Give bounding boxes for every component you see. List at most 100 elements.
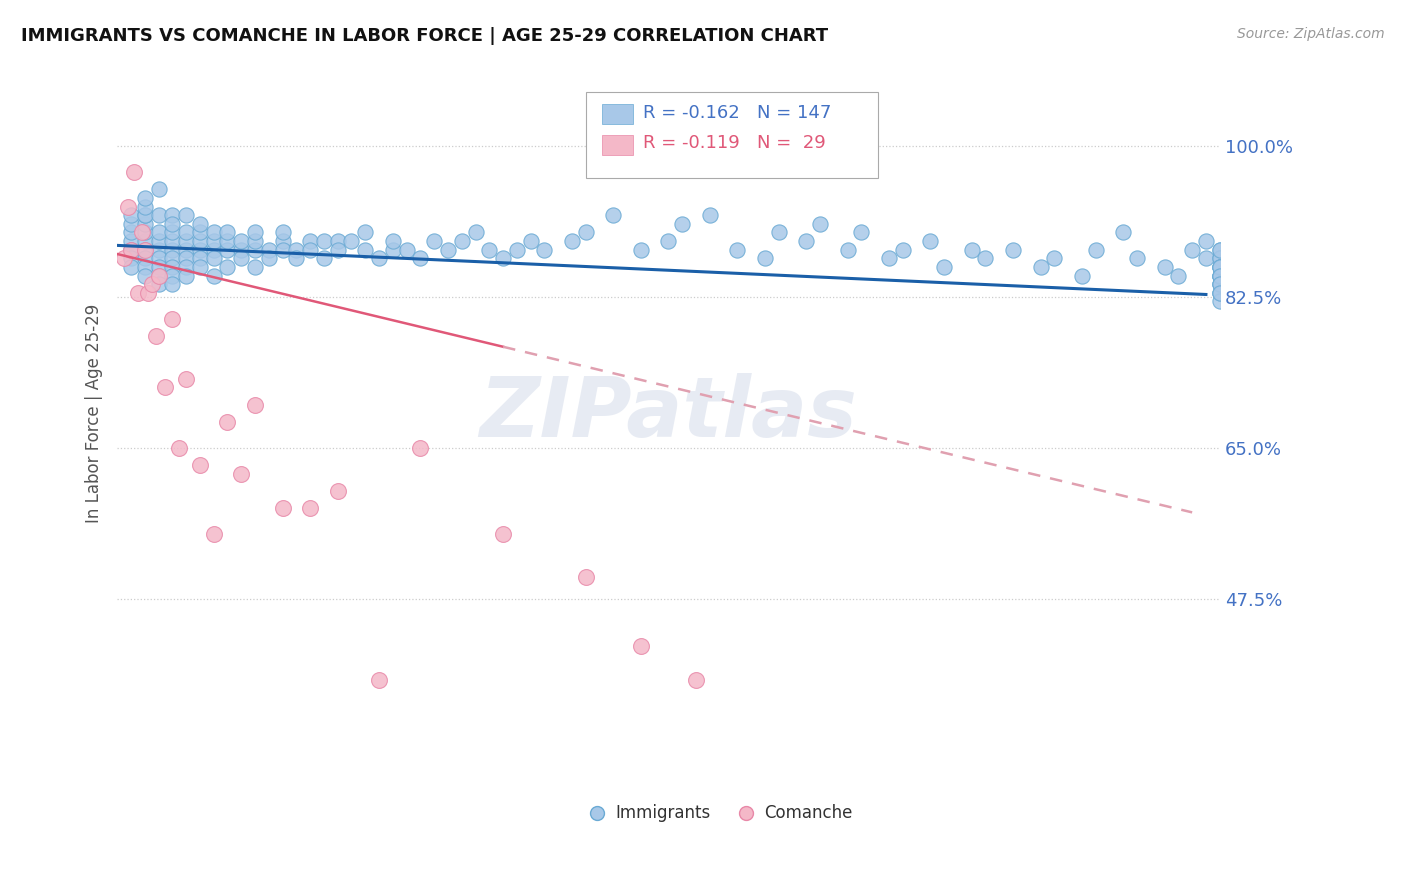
Point — [561, 234, 583, 248]
Point — [1112, 226, 1135, 240]
Point — [1153, 260, 1175, 274]
Point — [217, 226, 239, 240]
Point — [768, 226, 790, 240]
Point — [120, 252, 142, 266]
Point — [243, 234, 266, 248]
Point — [478, 243, 501, 257]
Point — [134, 268, 156, 283]
Point — [148, 268, 170, 283]
Point — [120, 234, 142, 248]
Point — [1070, 268, 1092, 283]
Point — [299, 243, 322, 257]
Point — [299, 501, 322, 516]
Point — [188, 217, 211, 231]
Point — [188, 458, 211, 472]
Point — [127, 285, 149, 300]
Point — [217, 243, 239, 257]
Point — [155, 380, 177, 394]
Point — [960, 243, 983, 257]
Y-axis label: In Labor Force | Age 25-29: In Labor Force | Age 25-29 — [86, 303, 103, 523]
Point — [464, 226, 486, 240]
Point — [326, 483, 349, 498]
Point — [409, 252, 432, 266]
Point — [257, 243, 280, 257]
Point — [202, 226, 225, 240]
Point — [162, 252, 184, 266]
Point — [188, 243, 211, 257]
Text: Immigrants: Immigrants — [616, 804, 711, 822]
Point — [754, 252, 776, 266]
Point — [120, 226, 142, 240]
Point — [492, 527, 515, 541]
Point — [120, 217, 142, 231]
Point — [202, 234, 225, 248]
Point — [167, 441, 190, 455]
Point — [148, 226, 170, 240]
Point — [1084, 243, 1107, 257]
Point — [437, 243, 460, 257]
Bar — [602, 104, 633, 125]
Point — [1209, 252, 1232, 266]
Point — [1209, 294, 1232, 309]
Point — [1209, 277, 1232, 292]
Point — [120, 208, 142, 222]
Point — [671, 217, 693, 231]
Point — [148, 208, 170, 222]
Point — [136, 285, 159, 300]
Point — [134, 260, 156, 274]
Point — [877, 252, 900, 266]
Point — [1195, 234, 1218, 248]
Point — [326, 243, 349, 257]
Point — [891, 243, 914, 257]
Point — [162, 268, 184, 283]
Point — [1167, 268, 1189, 283]
Point — [217, 415, 239, 429]
Point — [134, 217, 156, 231]
Point — [217, 234, 239, 248]
Point — [271, 234, 294, 248]
Point — [162, 234, 184, 248]
Point — [368, 673, 391, 688]
Point — [340, 234, 363, 248]
Point — [243, 243, 266, 257]
Point — [533, 243, 555, 257]
Point — [354, 243, 377, 257]
Point — [851, 226, 873, 240]
Point — [231, 234, 253, 248]
Point — [202, 268, 225, 283]
Point — [395, 243, 418, 257]
Point — [808, 217, 831, 231]
Point — [231, 467, 253, 481]
Point — [381, 234, 404, 248]
Point — [1209, 260, 1232, 274]
Point — [162, 217, 184, 231]
Point — [188, 234, 211, 248]
Point — [1209, 243, 1232, 257]
Point — [243, 226, 266, 240]
Point — [174, 372, 197, 386]
Point — [174, 268, 197, 283]
Point — [423, 234, 446, 248]
Point — [217, 260, 239, 274]
Point — [519, 234, 541, 248]
Point — [134, 252, 156, 266]
Point — [148, 243, 170, 257]
Point — [409, 441, 432, 455]
Point — [243, 260, 266, 274]
Point — [685, 673, 707, 688]
Point — [134, 243, 156, 257]
Point — [257, 252, 280, 266]
Point — [202, 527, 225, 541]
Point — [120, 243, 142, 257]
Point — [134, 191, 156, 205]
Point — [575, 226, 598, 240]
Point — [148, 234, 170, 248]
Point — [1209, 243, 1232, 257]
Point — [1209, 268, 1232, 283]
Point — [1209, 285, 1232, 300]
Point — [120, 243, 142, 257]
Point — [1209, 268, 1232, 283]
Point — [1195, 252, 1218, 266]
Point — [174, 234, 197, 248]
Point — [202, 252, 225, 266]
